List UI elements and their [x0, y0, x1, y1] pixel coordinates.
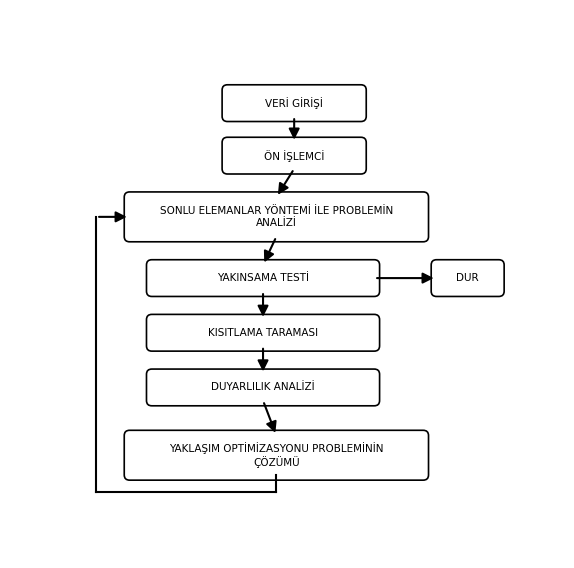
Text: ÖN İŞLEMCİ: ÖN İŞLEMCİ: [264, 150, 324, 161]
Text: YAKLAŞIM OPTİMİZASYONU PROBLEMİNİN
ÇÖZÜMÜ: YAKLAŞIM OPTİMİZASYONU PROBLEMİNİN ÇÖZÜM…: [169, 442, 383, 468]
FancyBboxPatch shape: [431, 260, 504, 296]
Text: YAKINSAMA TESTİ: YAKINSAMA TESTİ: [217, 273, 309, 283]
Text: VERİ GİRİŞİ: VERİ GİRİŞİ: [265, 97, 323, 109]
Text: DUYARLILIK ANALİZİ: DUYARLILIK ANALİZİ: [211, 382, 315, 392]
Text: KISITLAMA TARAMASI: KISITLAMA TARAMASI: [208, 328, 318, 338]
FancyBboxPatch shape: [222, 85, 366, 122]
FancyBboxPatch shape: [146, 260, 379, 296]
FancyBboxPatch shape: [124, 431, 429, 480]
FancyBboxPatch shape: [222, 137, 366, 174]
FancyBboxPatch shape: [146, 315, 379, 351]
FancyBboxPatch shape: [124, 192, 429, 242]
Text: SONLU ELEMANLAR YÖNTEMİ İLE PROBLEMİN
ANALİZİ: SONLU ELEMANLAR YÖNTEMİ İLE PROBLEMİN AN…: [160, 206, 393, 228]
FancyBboxPatch shape: [146, 369, 379, 406]
Text: DUR: DUR: [456, 273, 479, 283]
